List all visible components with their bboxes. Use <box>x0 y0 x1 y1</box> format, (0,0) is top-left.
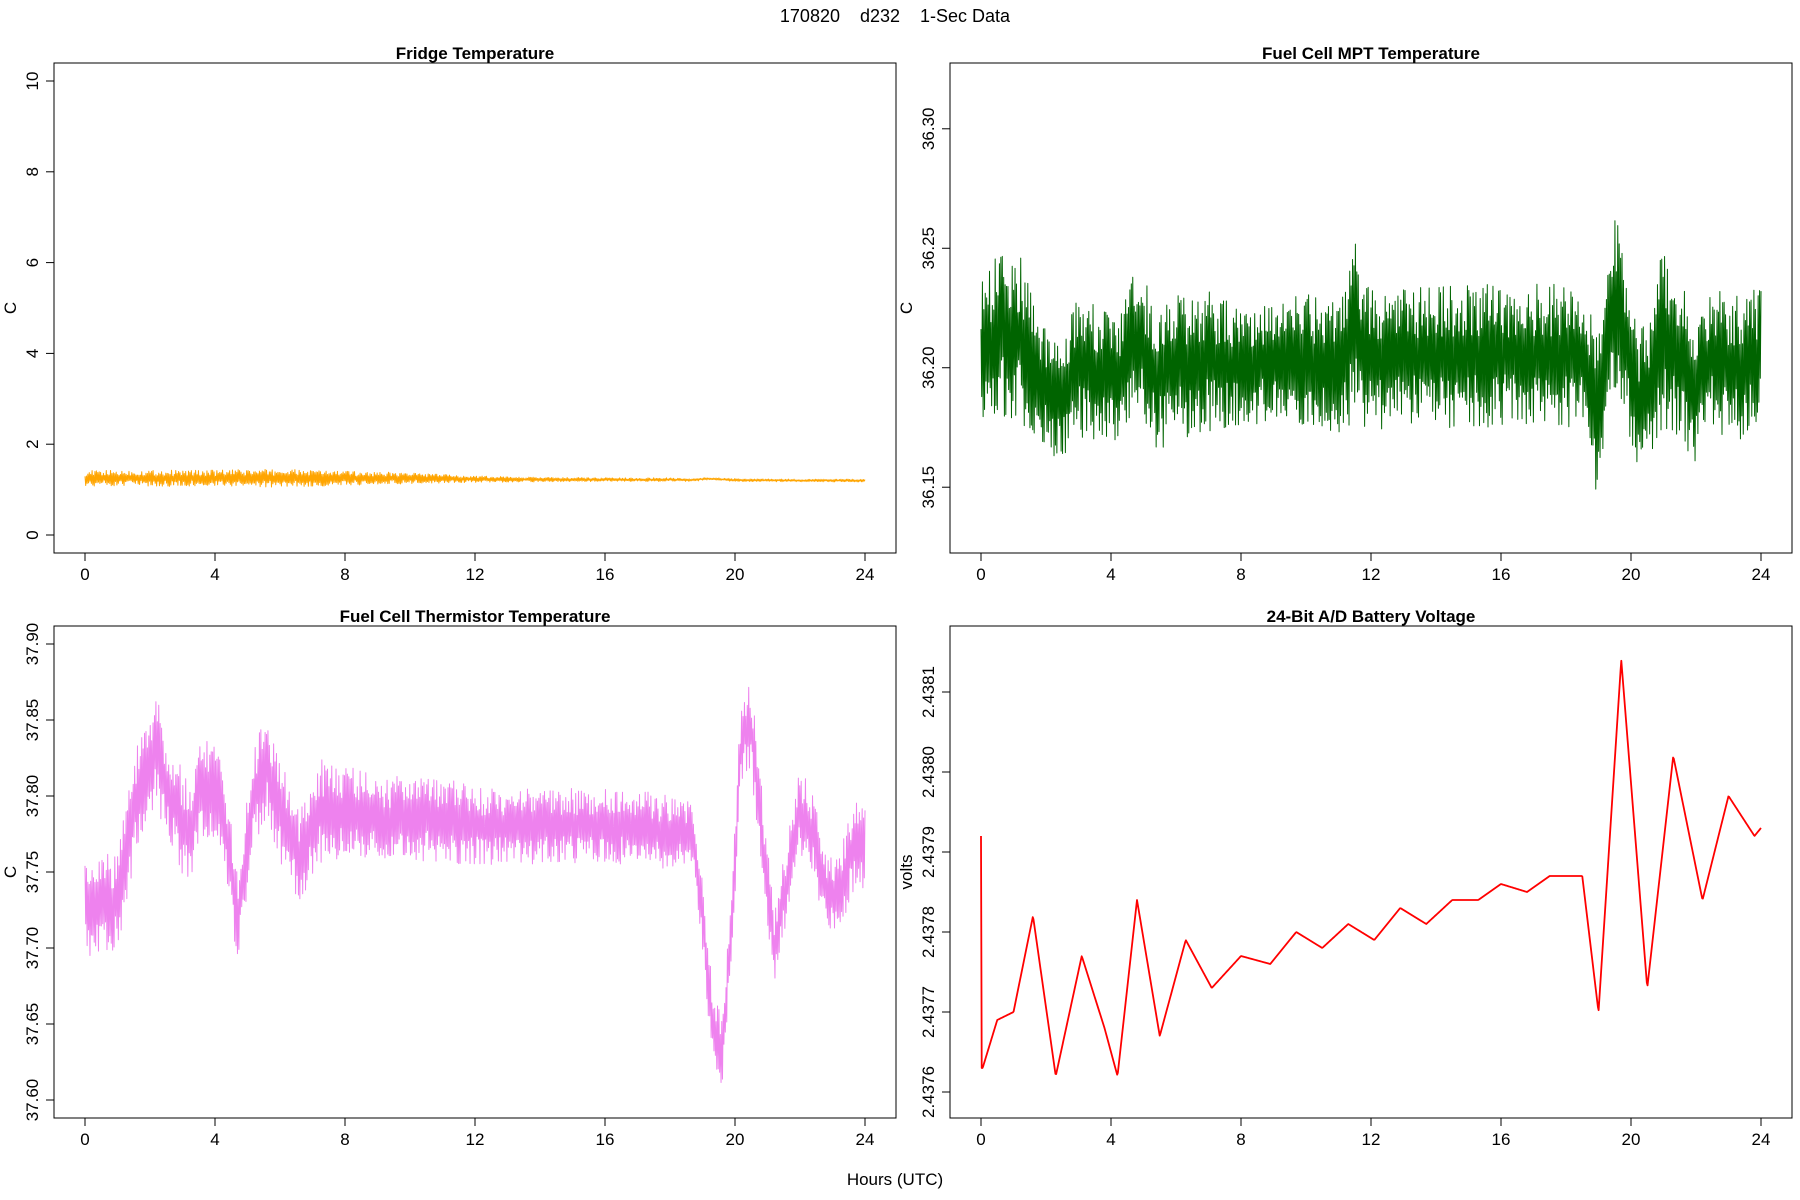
battery-voltage-x-tick-label: 24 <box>1752 1130 1771 1149</box>
fridge-temperature-x-tick-label: 4 <box>210 565 219 584</box>
fuel-cell-mpt-temperature-x-tick-label: 24 <box>1752 565 1771 584</box>
fuel-cell-mpt-temperature-x-tick-label: 16 <box>1492 565 1511 584</box>
battery-voltage-x-tick-label: 4 <box>1106 1130 1115 1149</box>
battery-voltage-x-tick-label: 8 <box>1236 1130 1245 1149</box>
fuel-cell-thermistor-temperature-y-tick-label: 37.80 <box>23 775 42 818</box>
fuel-cell-thermistor-temperature-y-tick-label: 37.65 <box>23 1003 42 1046</box>
fuel-cell-thermistor-temperature-x-tick-label: 8 <box>340 1130 349 1149</box>
fuel-cell-thermistor-temperature-x-tick-label: 12 <box>466 1130 485 1149</box>
fridge-temperature-x-tick-label: 16 <box>596 565 615 584</box>
fuel-cell-thermistor-temperature-y-tick-label: 37.75 <box>23 851 42 894</box>
fuel-cell-thermistor-temperature-plot-frame <box>53 625 897 1119</box>
fuel-cell-mpt-temperature-series-line <box>980 220 1762 490</box>
battery-voltage-y-tick-label: 2.4379 <box>919 826 938 878</box>
battery-voltage-x-tick-label: 0 <box>976 1130 985 1149</box>
battery-voltage-plot-frame <box>949 625 1793 1119</box>
fridge-temperature-y-tick-label: 2 <box>23 439 42 448</box>
figure-x-axis-label: Hours (UTC) <box>847 1170 943 1189</box>
fuel-cell-thermistor-temperature-series-line <box>84 686 866 1083</box>
fuel-cell-thermistor-temperature-x-tick-label: 16 <box>596 1130 615 1149</box>
fridge-temperature-y-tick-label: 4 <box>23 349 42 358</box>
fuel-cell-mpt-temperature-y-tick-label: 36.15 <box>919 466 938 509</box>
battery-voltage-y-tick-label: 2.4380 <box>919 746 938 798</box>
battery-voltage-x-tick-label: 12 <box>1362 1130 1381 1149</box>
panel-fuel-cell-mpt-temperature: Fuel Cell MPT Temperature C 0 4 8 12 16 20 24 36.… <box>897 44 1793 584</box>
fridge-temperature-x-tick-label: 20 <box>726 565 745 584</box>
fuel-cell-mpt-temperature-y-tick-label: 36.25 <box>919 227 938 270</box>
fuel-cell-mpt-temperature-y-axis-label: C <box>897 302 916 314</box>
battery-voltage-y-axis-label: volts <box>897 855 916 890</box>
fuel-cell-mpt-temperature-x-tick-label: 0 <box>976 565 985 584</box>
panel-battery-voltage: 24-Bit A/D Battery Voltage volts 0 4 8 12 16 20… <box>897 607 1793 1149</box>
fuel-cell-mpt-temperature-y-tick-label: 36.30 <box>919 108 938 151</box>
battery-voltage-y-tick-label: 2.4377 <box>919 986 938 1038</box>
fuel-cell-thermistor-temperature-y-tick-label: 37.70 <box>23 927 42 970</box>
fridge-temperature-x-tick-label: 8 <box>340 565 349 584</box>
fridge-temperature-y-tick-label: 10 <box>23 72 42 91</box>
fridge-temperature-x-tick-label: 0 <box>80 565 89 584</box>
fuel-cell-thermistor-temperature-y-tick-label: 37.85 <box>23 699 42 742</box>
battery-voltage-y-tick-label: 2.4378 <box>919 906 938 958</box>
fuel-cell-mpt-temperature-x-tick-label: 12 <box>1362 565 1381 584</box>
battery-voltage-y-tick-label: 2.4376 <box>919 1066 938 1118</box>
fuel-cell-thermistor-temperature-x-tick-label: 24 <box>856 1130 875 1149</box>
fridge-temperature-y-axis-label: C <box>1 302 20 314</box>
panel-fuel-cell-thermistor-temperature: Fuel Cell Thermistor Temperature C 0 4 8 12 16… <box>1 607 897 1149</box>
fuel-cell-mpt-temperature-title: Fuel Cell MPT Temperature <box>1262 44 1480 63</box>
fuel-cell-mpt-temperature-x-tick-label: 20 <box>1622 565 1641 584</box>
battery-voltage-series-line <box>980 659 1762 1076</box>
fridge-temperature-x-tick-label: 24 <box>856 565 875 584</box>
battery-voltage-x-tick-label: 16 <box>1492 1130 1511 1149</box>
battery-voltage-title: 24-Bit A/D Battery Voltage <box>1267 607 1476 626</box>
fridge-temperature-series-line <box>84 468 866 488</box>
fuel-cell-thermistor-temperature-x-tick-label: 0 <box>80 1130 89 1149</box>
fuel-cell-thermistor-temperature-x-tick-label: 4 <box>210 1130 219 1149</box>
fuel-cell-thermistor-temperature-title: Fuel Cell Thermistor Temperature <box>340 607 611 626</box>
fuel-cell-mpt-temperature-y-tick-label: 36.20 <box>919 346 938 389</box>
battery-voltage-x-tick-label: 20 <box>1622 1130 1641 1149</box>
fuel-cell-mpt-temperature-x-tick-label: 8 <box>1236 565 1245 584</box>
fridge-temperature-y-tick-label: 6 <box>23 258 42 267</box>
fuel-cell-thermistor-temperature-x-tick-label: 20 <box>726 1130 745 1149</box>
fuel-cell-thermistor-temperature-y-tick-label: 37.60 <box>23 1079 42 1122</box>
fuel-cell-thermistor-temperature-y-axis-label: C <box>1 866 20 878</box>
fridge-temperature-x-tick-label: 12 <box>466 565 485 584</box>
fuel-cell-thermistor-temperature-y-tick-label: 37.90 <box>23 623 42 666</box>
fridge-temperature-y-tick-label: 0 <box>23 530 42 539</box>
fuel-cell-mpt-temperature-x-tick-label: 4 <box>1106 565 1115 584</box>
battery-voltage-y-tick-label: 2.4381 <box>919 666 938 718</box>
fridge-temperature-title: Fridge Temperature <box>396 44 554 63</box>
fridge-temperature-y-tick-label: 8 <box>23 167 42 176</box>
figure-title: 170820 d232 1-Sec Data <box>780 6 1011 26</box>
